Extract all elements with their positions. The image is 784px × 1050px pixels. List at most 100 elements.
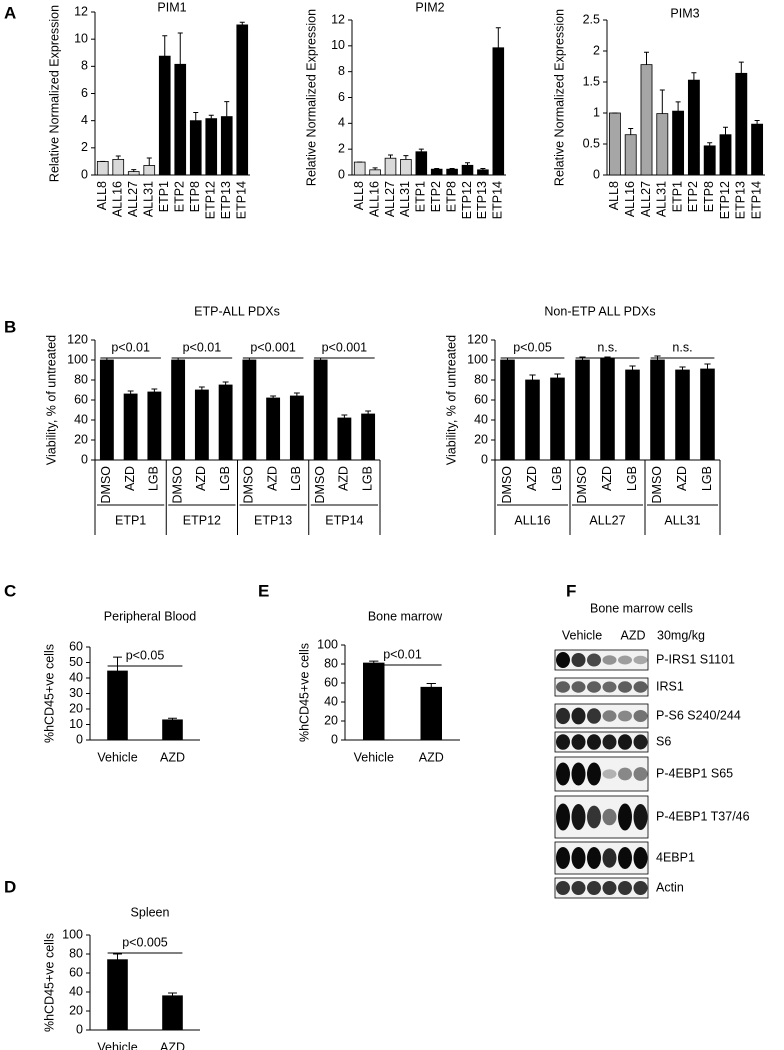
blot-band — [633, 681, 648, 693]
error-bar — [388, 154, 393, 159]
error-bar — [224, 101, 230, 117]
x-tick-label: ETP12 — [718, 181, 732, 219]
error-bar — [629, 365, 636, 370]
error-bar — [372, 167, 378, 170]
blot-band — [633, 710, 648, 722]
y-tick-label: 40 — [474, 412, 488, 426]
y-tick-label: 80 — [324, 656, 338, 670]
bar — [675, 369, 690, 461]
x-tick-label: ETP13 — [219, 181, 233, 219]
x-tick-label: ETP2 — [686, 181, 700, 212]
x-tick-label: ETP8 — [702, 181, 716, 212]
error-bar — [495, 27, 501, 48]
error-bar — [270, 395, 277, 398]
blot-strip — [554, 795, 649, 839]
blot-row-label: S6 — [656, 734, 671, 748]
bar — [162, 719, 183, 741]
y-tick-label: 20 — [474, 432, 488, 446]
bar — [313, 359, 328, 461]
y-axis-label: Relative Normalized Expression — [552, 9, 566, 186]
significance-label: p<0.01 — [183, 340, 222, 354]
chart-title: PIM3 — [670, 6, 699, 20]
y-tick-label: 20 — [69, 1003, 83, 1017]
blot-band — [633, 847, 648, 869]
blot-band — [618, 655, 632, 665]
blot-row-label: IRS1 — [656, 679, 684, 693]
y-tick-label: 120 — [67, 332, 88, 346]
blot-row-label: P-IRS1 S1101 — [656, 652, 735, 666]
panel-letter: C — [4, 581, 16, 600]
group-label: ETP1 — [115, 513, 146, 527]
bar — [550, 377, 565, 461]
error-bar — [222, 381, 229, 385]
blot-band — [587, 881, 601, 895]
y-axis-label: %hCD45+ve cells — [42, 933, 56, 1032]
bar — [171, 359, 186, 461]
bar — [266, 397, 281, 461]
y-tick-label: 50 — [69, 655, 83, 669]
bar — [369, 169, 381, 176]
error-bar — [146, 157, 152, 166]
blot-band — [571, 681, 586, 693]
error-bar — [480, 168, 486, 170]
blot-band — [587, 847, 601, 869]
chart-title: Bone marrow — [368, 609, 443, 623]
y-tick-label: 20 — [69, 701, 83, 715]
x-tick-label: ALL31 — [142, 181, 156, 217]
blot-band — [633, 734, 648, 750]
y-tick-label: 1 — [593, 105, 600, 119]
error-bar — [529, 374, 536, 380]
y-axis-label: Viability, % of untreated — [44, 335, 58, 465]
y-tick-label: 40 — [324, 694, 338, 708]
blot-band — [602, 881, 617, 895]
bar — [112, 158, 125, 176]
bar — [147, 391, 162, 461]
y-tick-label: 6 — [81, 86, 88, 100]
bar — [107, 670, 128, 741]
blot-band — [587, 734, 601, 750]
x-tick-label: ALL8 — [607, 181, 621, 210]
error-bar — [754, 119, 760, 125]
error-bar — [644, 51, 649, 65]
blot-band — [633, 767, 648, 781]
y-tick-label: 60 — [69, 639, 83, 653]
x-tick-label: ALL27 — [639, 181, 653, 217]
x-tick-label: LGB — [289, 466, 303, 491]
blot-band — [602, 710, 617, 722]
error-bar — [115, 155, 121, 160]
chart-title: Spleen — [131, 905, 170, 919]
blot-band — [618, 767, 632, 781]
chart-title: PIM1 — [157, 0, 186, 14]
chart-title: ETP-ALL PDXs — [194, 304, 280, 318]
y-tick-label: 2 — [338, 141, 345, 155]
bar — [143, 165, 156, 176]
y-tick-label: 20 — [74, 432, 88, 446]
x-tick-label: ETP14 — [235, 181, 249, 219]
blot-band — [556, 803, 570, 831]
x-tick-label: LGB — [625, 466, 639, 491]
x-tick-label: ETP1 — [157, 181, 171, 212]
error-bar — [691, 72, 697, 81]
x-tick-label: ALL16 — [367, 181, 381, 217]
y-tick-label: 1.5 — [583, 74, 600, 88]
panel-letter: F — [566, 581, 576, 600]
blot-band — [602, 808, 617, 826]
bar — [400, 159, 412, 176]
group-label: ETP14 — [325, 513, 363, 527]
error-bar — [449, 168, 455, 170]
x-tick-label: ETP13 — [734, 181, 748, 219]
x-tick-label: ETP1 — [414, 181, 428, 212]
group-label: ETP12 — [183, 513, 221, 527]
bar — [162, 995, 183, 1031]
blot-band — [618, 803, 632, 831]
bar — [96, 161, 109, 176]
blot-row-label: P-4EBP1 S65 — [656, 766, 733, 780]
blot-band — [556, 734, 570, 750]
blot-band — [556, 652, 570, 668]
y-tick-label: 80 — [69, 946, 83, 960]
y-tick-label: 8 — [338, 64, 345, 78]
blot-band — [571, 881, 586, 895]
bar — [99, 359, 114, 461]
bar — [353, 161, 366, 176]
